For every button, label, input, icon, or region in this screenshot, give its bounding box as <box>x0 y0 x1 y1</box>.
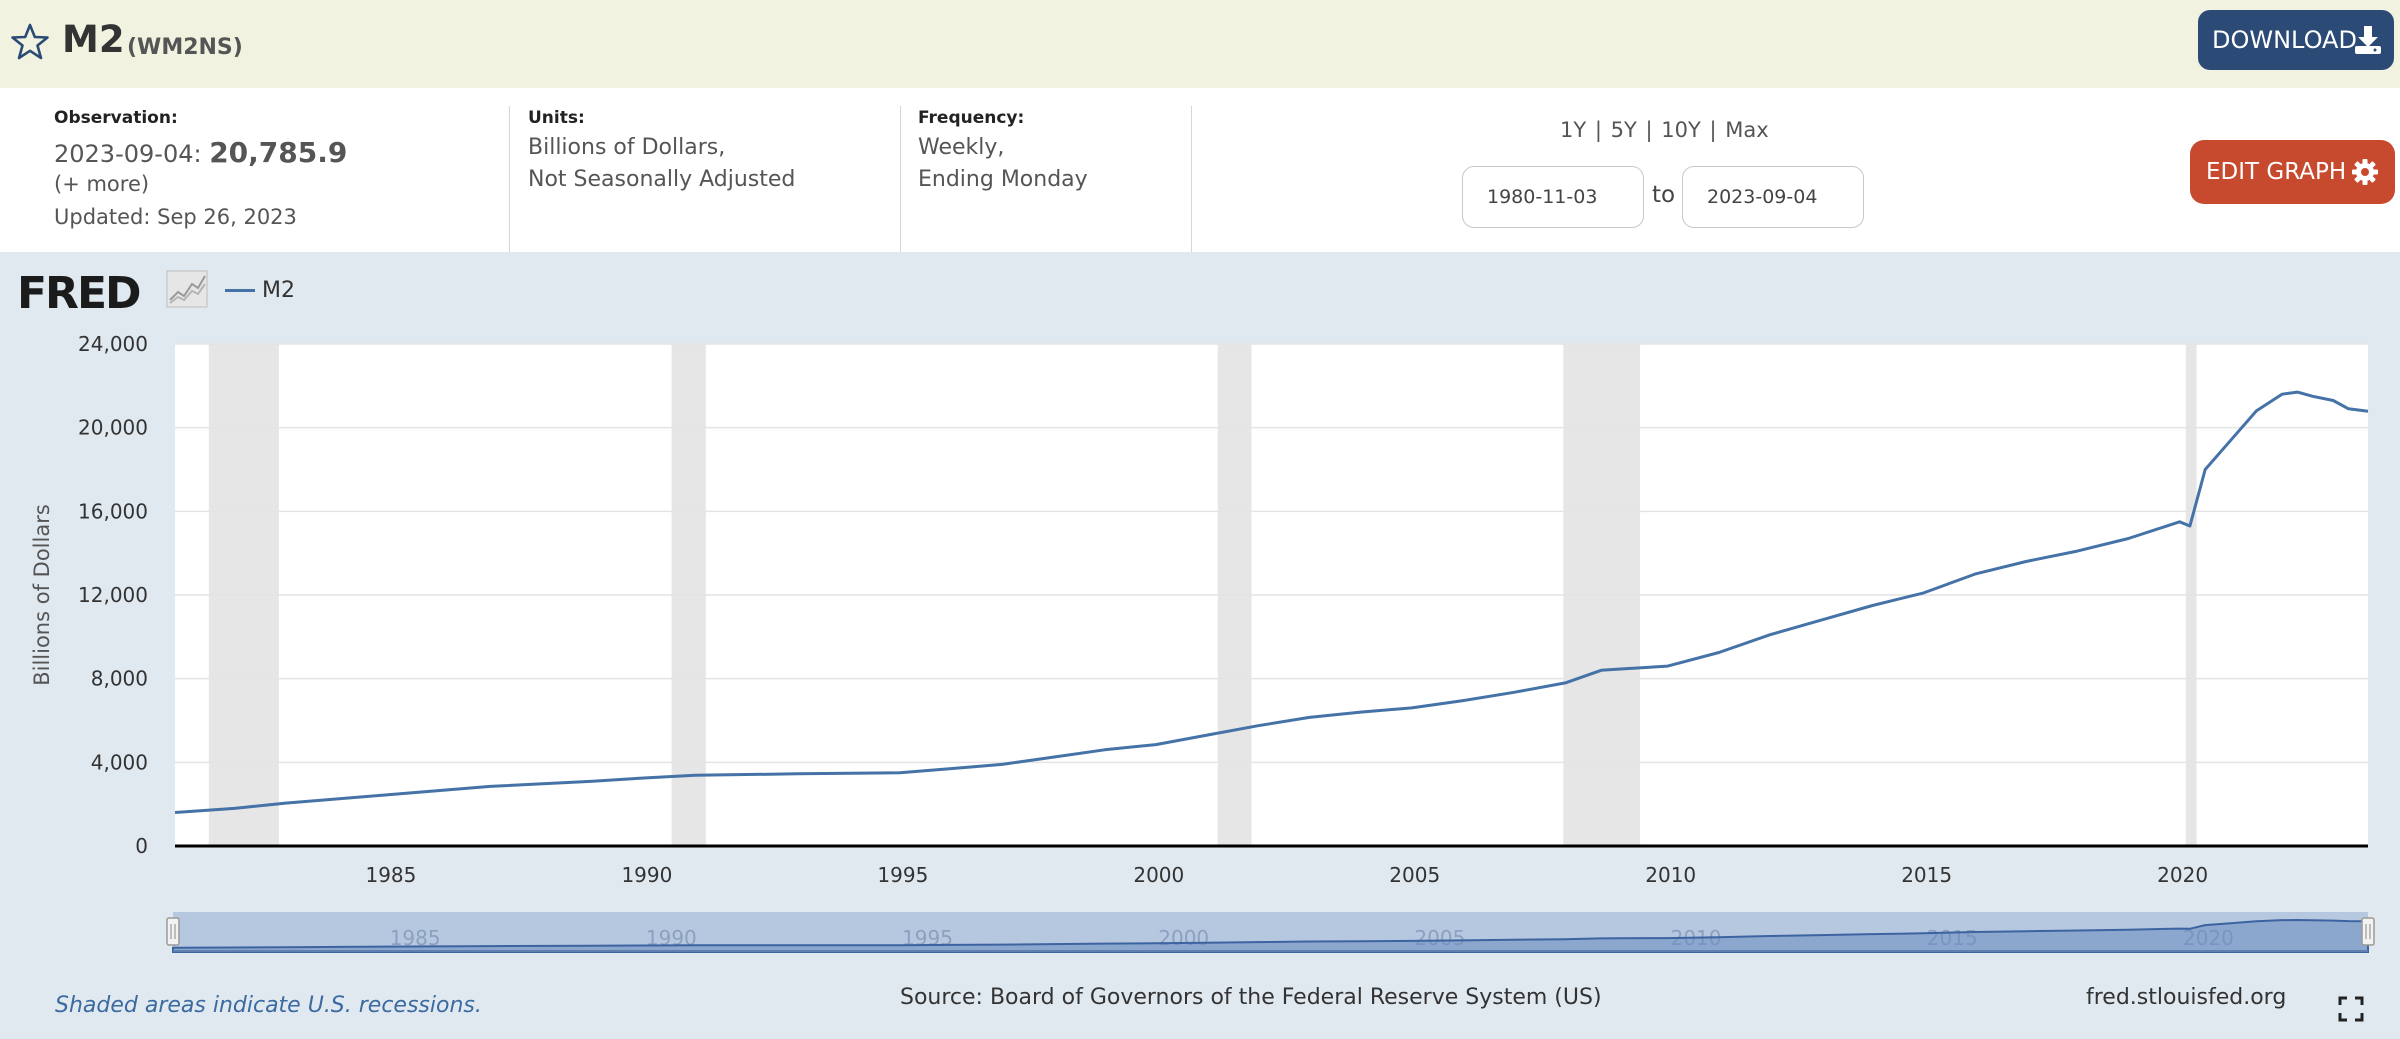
divider <box>509 106 510 252</box>
x-tick-label: 2005 <box>1389 863 1440 887</box>
star-icon[interactable] <box>10 22 50 62</box>
site-link[interactable]: fred.stlouisfed.org <box>2086 985 2287 1010</box>
navigator-left-handle[interactable] <box>166 917 180 946</box>
frequency-line-2: Ending Monday <box>918 167 1088 192</box>
download-icon <box>2355 26 2381 54</box>
recession-note: Shaded areas indicate U.S. recessions. <box>55 993 482 1018</box>
units-line-1: Billions of Dollars, <box>528 135 726 160</box>
series-header: M2 (WM2NS) DOWNLOAD <box>0 0 2400 88</box>
y-tick-label: 0 <box>135 834 148 858</box>
range-max[interactable]: Max <box>1725 118 1769 142</box>
divider <box>1191 106 1192 252</box>
y-tick-label: 4,000 <box>91 750 148 774</box>
units-line-2: Not Seasonally Adjusted <box>528 167 796 192</box>
observation-number: 20,785.9 <box>209 136 348 169</box>
range-1y[interactable]: 1Y <box>1560 118 1587 142</box>
observation-label: Observation: <box>54 108 178 128</box>
legend-label: M2 <box>262 278 295 303</box>
fred-logo[interactable]: FRED <box>17 268 142 319</box>
x-tick-label: 1985 <box>365 863 416 887</box>
y-tick-label: 8,000 <box>91 667 148 691</box>
start-date-input[interactable]: 1980-11-03 <box>1462 166 1644 228</box>
fullscreen-icon[interactable] <box>2338 996 2364 1022</box>
observation-value: 2023-09-04: 20,785.9 <box>54 136 347 169</box>
y-axis-title: Billions of Dollars <box>30 504 54 686</box>
range-5y[interactable]: 5Y <box>1610 118 1637 142</box>
more-link[interactable]: (+ more) <box>54 172 150 196</box>
x-tick-label: 2020 <box>2157 863 2208 887</box>
range-10y[interactable]: 10Y <box>1661 118 1701 142</box>
units-label: Units: <box>528 108 585 128</box>
observation-date: 2023-09-04: <box>54 140 202 168</box>
to-label: to <box>1652 182 1676 208</box>
y-tick-label: 24,000 <box>78 332 148 356</box>
m2-line-chart[interactable]: 0 4,000 8,000 12,000 16,000 20,000 24,000 1985 1… <box>0 330 2400 970</box>
frequency-line-1: Weekly, <box>918 135 1005 160</box>
range-selector: 1Y | 5Y | 10Y | Max <box>1560 118 1769 142</box>
series-id: (WM2NS) <box>127 35 243 60</box>
info-panel: Observation: 2023-09-04: 20,785.9 (+ mor… <box>0 88 2400 252</box>
updated-date: Updated: Sep 26, 2023 <box>54 205 297 229</box>
x-tick-label: 1990 <box>621 863 672 887</box>
edit-graph-label: EDIT GRAPH <box>2206 159 2347 185</box>
frequency-label: Frequency: <box>918 108 1025 128</box>
series-line-m2 <box>174 390 2369 814</box>
y-tick-label: 20,000 <box>78 416 148 440</box>
download-label: DOWNLOAD <box>2212 26 2357 54</box>
x-tick-label: 2015 <box>1901 863 1952 887</box>
edit-graph-button[interactable]: EDIT GRAPH <box>2190 140 2395 204</box>
graph-icon <box>166 270 208 308</box>
x-tick-label: 2000 <box>1133 863 1184 887</box>
x-tick-label: 2010 <box>1645 863 1696 887</box>
x-tick-label: 1995 <box>877 863 928 887</box>
source-link[interactable]: Source: Board of Governors of the Federa… <box>900 985 1602 1010</box>
divider <box>900 106 901 252</box>
series-title: M2 <box>62 18 125 61</box>
navigator-series <box>172 918 2369 953</box>
navigator-right-handle[interactable] <box>2361 917 2375 946</box>
gear-icon <box>2352 159 2378 185</box>
y-tick-label: 12,000 <box>78 583 148 607</box>
download-button[interactable]: DOWNLOAD <box>2198 10 2394 70</box>
end-date-input[interactable]: 2023-09-04 <box>1682 166 1864 228</box>
legend-swatch <box>225 289 255 292</box>
y-tick-label: 16,000 <box>78 499 148 523</box>
